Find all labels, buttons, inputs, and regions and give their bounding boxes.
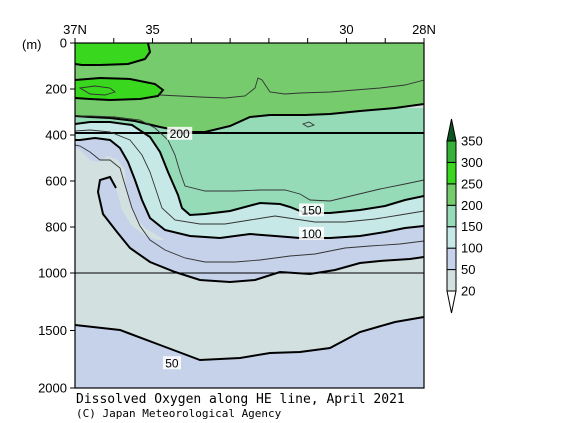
y-tick-label: 0 (60, 36, 67, 51)
band-200-250 (75, 43, 424, 132)
contour-lines-minor (75, 77, 424, 263)
legend-level-label: 50 (461, 262, 475, 277)
x-axis: 37N 35 30 28N (63, 22, 436, 43)
contour-50-shallow (96, 175, 424, 284)
contour-label-backdrop (299, 226, 325, 240)
legend-level-label: 20 (461, 284, 475, 299)
copyright-credit: (C) Japan Meteorological Agency (76, 407, 282, 420)
contour-label-backdrop (167, 126, 193, 140)
plot-frame (74, 42, 425, 389)
legend-swatch (446, 247, 457, 271)
legend-swatch (446, 204, 457, 228)
contour-250-top (75, 43, 152, 66)
legend-level-label: 150 (461, 219, 483, 234)
x-tick-label: 30 (339, 22, 353, 37)
contour-50-deep (75, 316, 424, 362)
legend-swatch (446, 140, 457, 163)
band-50-100-deep (75, 317, 424, 388)
legend-level-label: 250 (461, 176, 483, 191)
chart-title: Dissolved Oxygen along HE line, April 20… (76, 392, 405, 407)
contour-fill-layer (75, 43, 424, 388)
contour-label-backdrop (162, 356, 181, 370)
contour-label-backdrop (299, 203, 325, 217)
x-tick-label: 37N (63, 22, 87, 37)
legend-swatch (446, 226, 457, 249)
legend-level-label: 100 (461, 241, 483, 256)
contour-150 (75, 121, 424, 217)
contour-175 (75, 115, 424, 202)
y-tick-label: 1000 (38, 266, 67, 281)
y-tick-label: 800 (45, 220, 67, 235)
contour-value-label: 50 (165, 356, 179, 370)
y-tick-label: 1500 (38, 323, 67, 338)
legend-level-label: 350 (461, 134, 483, 149)
contour-value-label: 100 (302, 227, 322, 241)
contour-275-lens (78, 85, 116, 96)
contour-lines-major (75, 43, 424, 362)
y-axis-unit-label: (m) (22, 37, 42, 52)
y-axis: 0 200 400 600 800 1000 1500 2000 (38, 36, 75, 396)
legend-swatch (446, 161, 457, 185)
y-tick-label: 200 (45, 82, 67, 97)
contour-value-labels: 200 150 100 50 (162, 126, 325, 370)
x-tick-label: 35 (145, 22, 159, 37)
contour-200 (75, 103, 424, 133)
contour-value-label: 150 (302, 203, 322, 217)
y-tick-label: 2000 (38, 381, 67, 396)
x-tick-label: 28N (412, 22, 436, 37)
legend-level-label: 300 (461, 155, 483, 170)
legend-swatch (446, 183, 457, 206)
contour-75 (75, 144, 424, 263)
contour-225-dot (301, 121, 316, 128)
legend-swatch-top (446, 118, 457, 142)
contour-100 (75, 136, 424, 240)
y-tick-label: 400 (45, 128, 67, 143)
color-legend: 20 50 100 150 200 250 300 350 (446, 118, 483, 314)
contour-125 (75, 129, 424, 225)
y-tick-label: 600 (45, 174, 67, 189)
legend-swatch (446, 269, 457, 292)
legend-level-label: 200 (461, 198, 483, 213)
contour-value-label: 200 (170, 127, 190, 141)
contour-250-lens (75, 76, 165, 102)
band-250-300-top (75, 43, 150, 65)
contour-225 (159, 77, 424, 99)
legend-swatch-bottom (446, 290, 457, 314)
